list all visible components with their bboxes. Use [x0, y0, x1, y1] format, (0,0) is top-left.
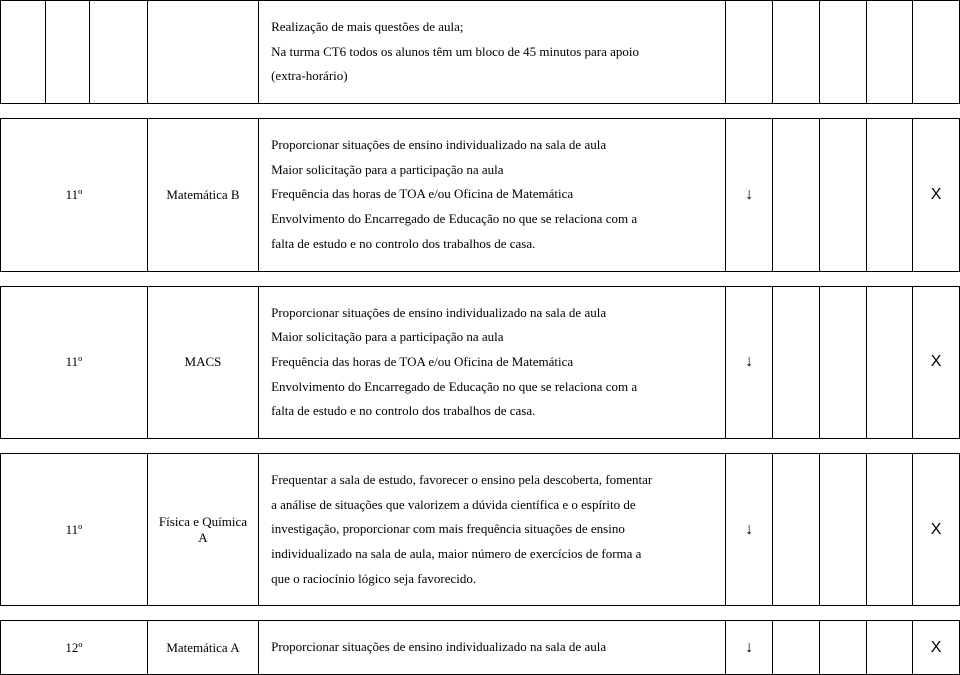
content-line: Frequência das horas de TOA e/ou Oficina… — [271, 182, 713, 207]
content-cell: Proporcionar situações de ensino individ… — [259, 119, 726, 271]
content-line: que o raciocínio lógico seja favorecido. — [271, 567, 713, 592]
mark-cell-h — [819, 621, 866, 675]
table-row: Realização de mais questões de aula;Na t… — [1, 1, 960, 104]
content-cell: Proporcionar situações de ensino individ… — [259, 286, 726, 438]
mark-cell-j: X — [913, 119, 960, 271]
mark-cell-f: ↓ — [726, 453, 773, 605]
table-row: 12ºMatemática A Proporcionar situações de… — [1, 621, 960, 675]
mark-cell-f: ↓ — [726, 621, 773, 675]
col-b-cell — [45, 1, 90, 104]
subject-cell: Matemática B — [147, 119, 258, 271]
table-row: 11ºMatemática B Proporcionar situações de… — [1, 119, 960, 271]
content-line: falta de estudo e no controlo dos trabal… — [271, 399, 713, 424]
mark-cell-f: ↓ — [726, 286, 773, 438]
mark-cell-h — [819, 453, 866, 605]
content-line: Proporcionar situações de ensino individ… — [271, 301, 713, 326]
content-line: investigação, proporcionar com mais freq… — [271, 517, 713, 542]
spacer-row — [1, 606, 960, 621]
content-line: Proporcionar situações de ensino individ… — [271, 635, 713, 660]
mark-cell-h — [819, 1, 866, 104]
content-line: Maior solicitação para a participação na… — [271, 325, 713, 350]
mark-cell-g — [773, 1, 820, 104]
grade-cell — [90, 1, 148, 104]
subject-cell — [147, 1, 258, 104]
mark-cell-i — [866, 119, 913, 271]
mark-cell-i — [866, 453, 913, 605]
data-table: Realização de mais questões de aula;Na t… — [0, 0, 960, 675]
mark-cell-j — [913, 1, 960, 104]
grade-cell: 11º — [1, 453, 148, 605]
subject-cell: Matemática A — [147, 621, 258, 675]
content-line: Envolvimento do Encarregado de Educação … — [271, 375, 713, 400]
content-line: falta de estudo e no controlo dos trabal… — [271, 232, 713, 257]
grade-cell: 11º — [1, 119, 148, 271]
content-line: Na turma CT6 todos os alunos têm um bloc… — [271, 40, 713, 65]
mark-cell-i — [866, 1, 913, 104]
mark-cell-i — [866, 286, 913, 438]
content-line: Maior solicitação para a participação na… — [271, 158, 713, 183]
table-row: 11ºMACS Proporcionar situações de ensino … — [1, 286, 960, 438]
mark-cell-h — [819, 119, 866, 271]
mark-cell-g — [773, 119, 820, 271]
content-cell: Proporcionar situações de ensino individ… — [259, 621, 726, 675]
mark-cell-g — [773, 453, 820, 605]
mark-cell-j: X — [913, 621, 960, 675]
content-cell: Realização de mais questões de aula;Na t… — [259, 1, 726, 104]
content-line: Frequência das horas de TOA e/ou Oficina… — [271, 350, 713, 375]
mark-cell-g — [773, 286, 820, 438]
content-line: individualizado na sala de aula, maior n… — [271, 542, 713, 567]
spacer-row — [1, 104, 960, 119]
table-row: 11ºFísica e Química A Frequentar a sala d… — [1, 453, 960, 605]
content-line: a análise de situações que valorizem a d… — [271, 493, 713, 518]
content-line: Proporcionar situações de ensino individ… — [271, 133, 713, 158]
mark-cell-g — [773, 621, 820, 675]
subject-cell: Física e Química A — [147, 453, 258, 605]
mark-cell-j: X — [913, 286, 960, 438]
spacer-row — [1, 438, 960, 453]
content-line: (extra-horário) — [271, 64, 713, 89]
spacer-row — [1, 271, 960, 286]
content-line: Frequentar a sala de estudo, favorecer o… — [271, 468, 713, 493]
grade-cell: 12º — [1, 621, 148, 675]
mark-cell-f: ↓ — [726, 119, 773, 271]
content-line: Envolvimento do Encarregado de Educação … — [271, 207, 713, 232]
mark-cell-j: X — [913, 453, 960, 605]
content-cell: Frequentar a sala de estudo, favorecer o… — [259, 453, 726, 605]
col-a-cell — [1, 1, 46, 104]
subject-cell: MACS — [147, 286, 258, 438]
content-line: Realização de mais questões de aula; — [271, 15, 713, 40]
mark-cell-h — [819, 286, 866, 438]
mark-cell-f — [726, 1, 773, 104]
grade-cell: 11º — [1, 286, 148, 438]
mark-cell-i — [866, 621, 913, 675]
